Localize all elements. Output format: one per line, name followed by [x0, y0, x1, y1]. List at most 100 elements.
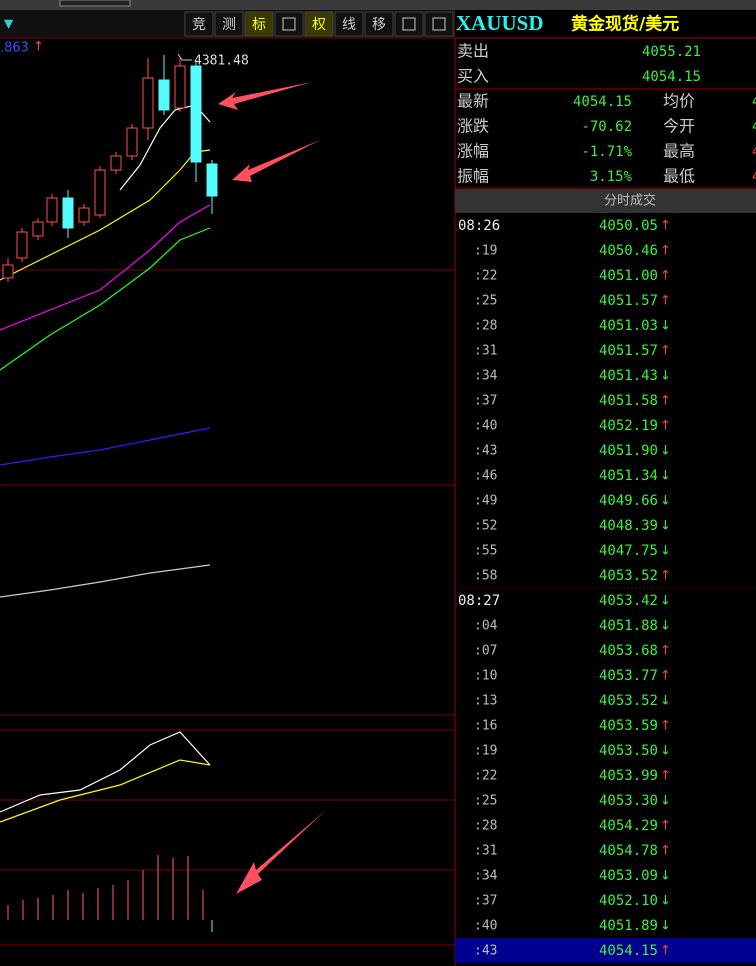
trade-price: 4051.03	[599, 318, 658, 334]
toolbar-button-label: 权	[312, 17, 326, 33]
price-marker: ↑	[33, 40, 44, 55]
annotation-arrows	[218, 82, 326, 894]
toolbar-button[interactable]	[214, 11, 244, 37]
trade-price: 4051.57	[599, 343, 658, 359]
trade-time: :49	[474, 494, 497, 509]
row-highlight	[455, 938, 756, 963]
high-label: 4381.48	[194, 54, 249, 69]
quote-value: 4054.15	[573, 94, 632, 110]
trade-direction: ↓	[660, 469, 671, 484]
trade-price: 4051.88	[599, 618, 658, 634]
trade-direction: ↑	[660, 569, 671, 584]
trade-price: 4052.10	[599, 893, 658, 909]
trade-direction: ↑	[660, 669, 671, 684]
quote-rows: 最新 4054.15 均价 4 涨跌 -70.62 今开 4 涨幅 -1.71% 最高 4 振幅 3.15…	[457, 92, 756, 186]
trade-price: 4053.77	[599, 668, 658, 684]
trade-price: 4051.57	[599, 293, 658, 309]
trade-direction: ↑	[660, 944, 671, 959]
candle-body	[62, 197, 74, 229]
trade-direction: ↑	[660, 419, 671, 434]
trade-price: 4050.46	[599, 243, 658, 259]
toolbar-button[interactable]	[244, 11, 274, 37]
trade-price: 4053.42	[599, 593, 658, 609]
toolbar-icon-glyph	[402, 17, 416, 31]
trade-direction: ↑	[660, 344, 671, 359]
quote-value: -70.62	[581, 119, 632, 135]
trade-price: 4053.59	[599, 718, 658, 734]
quote-value: 3.15%	[590, 169, 633, 185]
toolbar-buttons: 竞测标 权线移	[184, 11, 454, 37]
trade-time: 08:27	[458, 593, 500, 609]
trade-time: :25	[474, 294, 497, 309]
candle-body	[32, 221, 44, 237]
trade-price: 4048.39	[599, 518, 658, 534]
candle-body	[78, 207, 90, 223]
trade-price: 4047.75	[599, 543, 658, 559]
quote-label: 今开	[663, 117, 695, 136]
quote-label: 涨跌	[457, 117, 489, 136]
trade-direction: ↓	[660, 544, 671, 559]
quote-header	[455, 10, 756, 38]
candle-body	[94, 169, 106, 216]
buy-price: 4054.15	[642, 69, 701, 85]
quote-label: 涨幅	[457, 142, 489, 161]
candle-body	[46, 197, 58, 223]
trade-direction: ↑	[660, 819, 671, 834]
trade-direction: ↑	[660, 219, 671, 234]
trade-price: 4052.19	[599, 418, 658, 434]
trade-price: 4053.68	[599, 643, 658, 659]
trade-direction: ↓	[660, 619, 671, 634]
toolbar-icon[interactable]	[274, 11, 304, 37]
trade-price: 4054.15	[599, 943, 658, 959]
window-tab	[59, 0, 131, 7]
trade-price: 4049.66	[599, 493, 658, 509]
trade-price: 4051.34	[599, 468, 658, 484]
quote-value: 4	[752, 94, 756, 110]
toolbar-icon-glyph	[282, 17, 296, 31]
trade-direction: ↓	[660, 594, 671, 609]
toolbar-icon[interactable]	[394, 11, 424, 37]
trade-time: :28	[474, 319, 497, 334]
trade-time: 08:26	[458, 218, 500, 234]
trades-title: 分时成交	[604, 193, 656, 209]
symbol: XAUUSD	[456, 11, 544, 35]
trade-price: 4053.52	[599, 693, 658, 709]
trade-time: :22	[474, 269, 497, 284]
trade-price: 4051.90	[599, 443, 658, 459]
toolbar-button-label: 标	[252, 17, 266, 33]
toolbar-button[interactable]	[304, 11, 334, 37]
trade-time: :16	[474, 719, 497, 734]
price-label: .863	[0, 41, 29, 56]
trade-direction: ↑	[660, 394, 671, 409]
quote-value: 4	[752, 144, 756, 160]
quote-value: 4	[752, 169, 756, 185]
trade-direction: ↓	[660, 694, 671, 709]
trades-header	[455, 189, 756, 213]
trade-time: :34	[474, 869, 498, 884]
toolbar-button-label: 移	[372, 17, 386, 33]
toolbar-button[interactable]	[364, 11, 394, 37]
volume-bars	[7, 855, 213, 932]
trade-price: 4051.89	[599, 918, 658, 934]
trade-direction: ↑	[660, 644, 671, 659]
trade-direction: ↑	[660, 244, 671, 259]
trade-time: :28	[474, 819, 497, 834]
trade-direction: ↑	[660, 844, 671, 859]
toolbar-button-label: 测	[222, 17, 236, 33]
quote-label: 最高	[663, 142, 695, 161]
trade-direction: ↑	[660, 769, 671, 784]
toolbar-button[interactable]	[184, 11, 214, 37]
trade-time: :40	[474, 419, 497, 434]
trade-price: 4054.29	[599, 818, 658, 834]
trade-price: 4051.43	[599, 368, 658, 384]
toolbar-icon[interactable]	[424, 11, 454, 37]
trade-price: 4053.09	[599, 868, 658, 884]
toolbar-button[interactable]	[334, 11, 364, 37]
candle-body	[110, 155, 122, 171]
quote-value: 4	[752, 119, 756, 135]
menu-marker[interactable]: ▼	[4, 17, 14, 31]
trade-direction: ↓	[660, 894, 671, 909]
trade-direction: ↓	[660, 869, 671, 884]
trade-price: 4053.50	[599, 743, 658, 759]
